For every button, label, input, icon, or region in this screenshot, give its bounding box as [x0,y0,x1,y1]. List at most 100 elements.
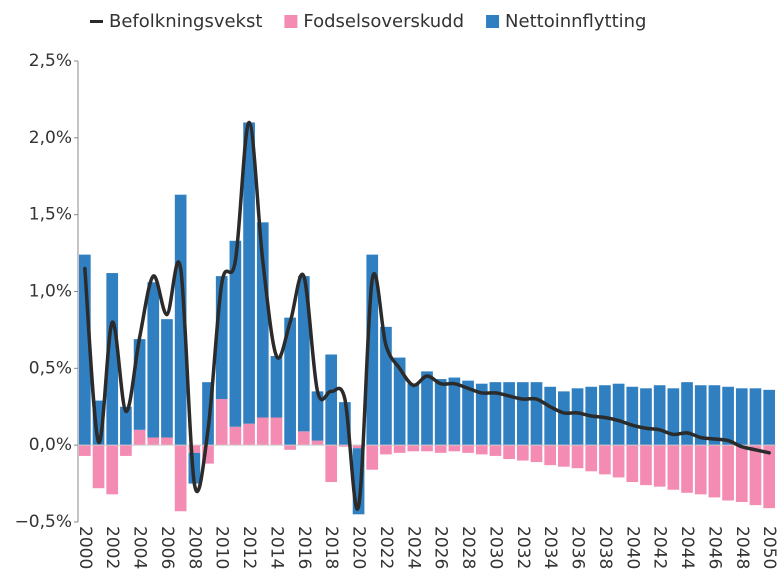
bar [626,386,639,446]
bar [229,426,242,446]
bar [366,254,379,446]
bar [735,445,748,503]
bar [640,445,652,486]
x-tick-label: 2048 [732,526,752,569]
bar [421,445,433,452]
bar [694,445,707,495]
y-tick-label: 1,0% [29,282,72,302]
bar [243,122,255,424]
x-tick-label: 2034 [540,526,560,569]
bar [393,357,406,446]
bar [489,445,502,456]
line [83,120,771,511]
bar [202,445,214,464]
x-tick-label: 2038 [595,526,615,569]
bar [544,445,557,466]
bar [106,445,119,495]
legend-label: Befolkningsvekst [109,11,262,32]
bar [434,379,447,446]
bar [161,437,173,446]
bar [681,382,693,446]
y-tick-label: 2,0% [29,128,72,148]
bar [489,382,502,446]
bar [763,389,775,446]
x-tick-label: 2020 [349,526,369,569]
bar [448,377,461,446]
x-tick-label: 2040 [622,526,642,569]
bar [366,445,379,470]
bar [462,445,474,453]
bar [352,445,365,449]
x-tick-label: 2050 [759,526,779,569]
bar [243,423,255,446]
bar [79,445,91,456]
bar [763,445,775,509]
bar [120,445,132,456]
bar [558,391,570,446]
x-tick-label: 2004 [130,526,150,569]
bar [256,222,269,418]
x-tick-label: 2002 [102,526,122,569]
bar [79,254,91,446]
bar [270,356,283,418]
x-tick-label: 2042 [650,526,670,569]
bar [421,371,433,446]
bar [215,276,228,400]
y-tick-label: 0,0% [29,435,72,455]
bar [352,448,365,515]
bar [585,445,598,472]
bar [188,445,201,453]
legend-label: Fodselsoverskudd [303,11,464,32]
bar [612,383,625,446]
bar [653,385,666,446]
bar [202,382,214,446]
bar [653,445,666,487]
y-tick-label: 0,5% [29,358,72,378]
bar [311,391,324,441]
bar [407,445,420,452]
bar [544,386,557,446]
x-tick-label: 2044 [677,526,697,569]
bar [475,383,488,446]
bar [339,402,351,446]
bar [393,445,406,453]
bar [92,400,105,446]
bar [256,417,269,446]
x-tick-label: 2036 [568,526,588,569]
x-tick-label: 2024 [403,526,423,569]
bar [133,429,146,446]
x-tick-label: 2026 [431,526,451,569]
bar [147,437,160,446]
x-tick-label: 2012 [239,526,259,569]
bar [571,445,584,469]
legend-marker [486,15,500,28]
bar [516,445,529,461]
bar [297,276,310,432]
bar [530,382,543,446]
bar [311,440,324,446]
bar [612,445,625,478]
bar [174,445,187,512]
bar [407,383,420,446]
bar [708,385,721,446]
bar [667,445,680,490]
bar [735,388,748,446]
bar [722,445,734,501]
bar [284,317,296,446]
bar [708,445,721,498]
bar [571,388,584,446]
x-tick-label: 2016 [294,526,314,569]
bar [297,431,310,446]
x-tick-label: 2006 [157,526,177,569]
bar [339,445,351,447]
x-tick-label: 2000 [75,526,95,569]
bar [599,445,611,475]
x-tick-label: 2046 [704,526,724,569]
bar [722,386,734,446]
bar [694,385,707,446]
x-tick-label: 2018 [321,526,341,569]
bar [434,445,447,453]
bar [681,445,693,493]
y-tick-label: 2,5% [29,51,72,71]
bar [133,339,146,430]
